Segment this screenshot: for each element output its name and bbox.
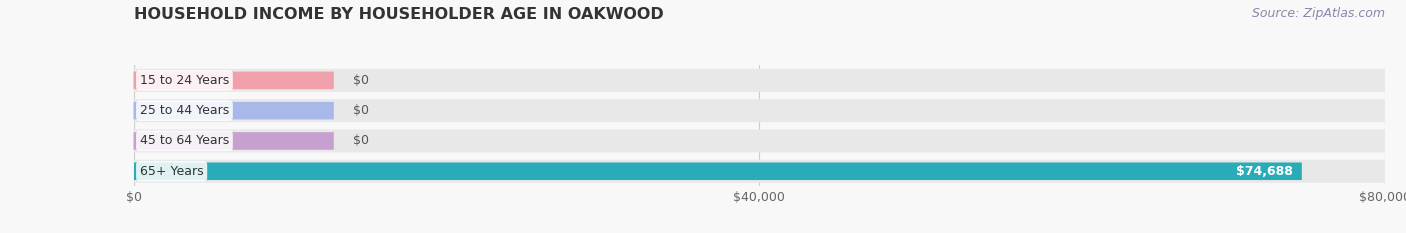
FancyBboxPatch shape [134, 162, 1302, 180]
FancyBboxPatch shape [134, 69, 1385, 92]
Text: 15 to 24 Years: 15 to 24 Years [139, 74, 229, 87]
Text: Source: ZipAtlas.com: Source: ZipAtlas.com [1251, 7, 1385, 20]
FancyBboxPatch shape [134, 99, 1385, 122]
Text: $0: $0 [353, 134, 368, 147]
FancyBboxPatch shape [134, 160, 1385, 183]
Text: 25 to 44 Years: 25 to 44 Years [139, 104, 229, 117]
FancyBboxPatch shape [134, 72, 333, 89]
Text: $0: $0 [353, 74, 368, 87]
Text: HOUSEHOLD INCOME BY HOUSEHOLDER AGE IN OAKWOOD: HOUSEHOLD INCOME BY HOUSEHOLDER AGE IN O… [134, 7, 664, 22]
Text: 45 to 64 Years: 45 to 64 Years [139, 134, 229, 147]
FancyBboxPatch shape [134, 132, 333, 150]
FancyBboxPatch shape [134, 130, 1385, 152]
Text: $0: $0 [353, 104, 368, 117]
Text: 65+ Years: 65+ Years [139, 165, 204, 178]
Text: $74,688: $74,688 [1236, 165, 1292, 178]
FancyBboxPatch shape [134, 102, 333, 120]
